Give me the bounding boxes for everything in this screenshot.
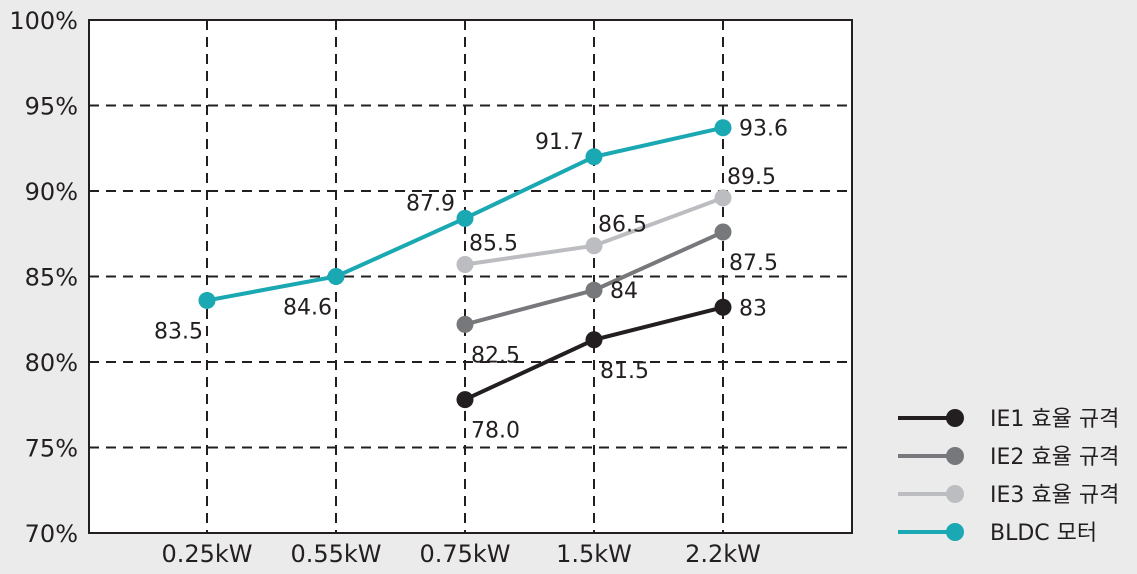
legend-label: BLDC 모터 [990,521,1097,546]
data-point [585,148,603,166]
data-point [714,223,732,241]
legend-label: IE1 효율 규격 [990,407,1119,432]
data-label: 89.5 [727,165,776,190]
data-label: 86.5 [598,213,647,238]
legend: IE1 효율 규격 IE2 효율 규격 IE3 효율 규격 BLDC 모터 [898,407,1119,546]
x-tick-label: 0.25kW [161,540,252,568]
data-point [198,291,216,309]
data-label: 87.9 [406,191,455,216]
x-tick-label: 0.75kW [419,540,510,568]
data-label: 83 [739,296,767,321]
data-label: 83.5 [154,319,203,344]
legend-item: IE3 효율 규격 [898,483,1119,508]
data-point [456,391,474,409]
x-axis-ticks: 0.25kW 0.55kW 0.75kW 1.5kW 2.2kW [161,540,760,568]
y-tick-label: 100% [9,7,78,35]
legend-item: IE2 효율 규격 [898,445,1119,470]
data-point [585,281,603,299]
legend-marker [946,409,964,427]
data-label: 85.5 [469,232,518,257]
y-tick-label: 75% [25,435,78,463]
y-tick-label: 85% [25,264,78,292]
legend-label: IE2 효율 규격 [990,445,1119,470]
data-label: 81.5 [600,359,649,384]
data-point [714,119,732,137]
legend-item: IE1 효율 규격 [898,407,1119,432]
series-group [198,119,732,409]
data-point [456,315,474,333]
data-point [714,298,732,316]
x-tick-label: 0.55kW [290,540,381,568]
y-tick-label: 95% [25,93,78,121]
data-point [327,268,345,285]
data-point [585,237,603,255]
legend-label: IE3 효율 규격 [990,483,1119,508]
legend-marker [946,523,964,541]
data-label: 91.7 [535,130,584,155]
data-label: 87.5 [729,251,778,276]
y-tick-label: 70% [25,520,78,548]
data-point [456,256,474,274]
x-tick-label: 1.5kW [556,540,632,568]
data-labels: 78.0 81.5 83 82.5 84 87.5 85.5 86.5 89.5 83.5 84.6… [154,117,788,444]
y-tick-label: 80% [25,349,78,377]
data-label: 84.6 [283,296,332,321]
data-label: 84 [610,279,638,304]
data-label: 82.5 [471,343,520,368]
y-tick-label: 90% [25,178,78,206]
legend-item: BLDC 모터 [898,521,1097,546]
x-tick-label: 2.2kW [685,540,761,568]
y-axis-ticks: 70% 75% 80% 85% 90% 95% 100% [9,7,78,548]
data-label: 93.6 [739,117,788,142]
data-point [585,331,603,349]
data-point [714,189,732,207]
grid [89,20,852,533]
data-label: 78.0 [471,419,520,444]
data-point [456,209,474,227]
legend-marker [946,447,964,465]
legend-marker [946,485,964,503]
